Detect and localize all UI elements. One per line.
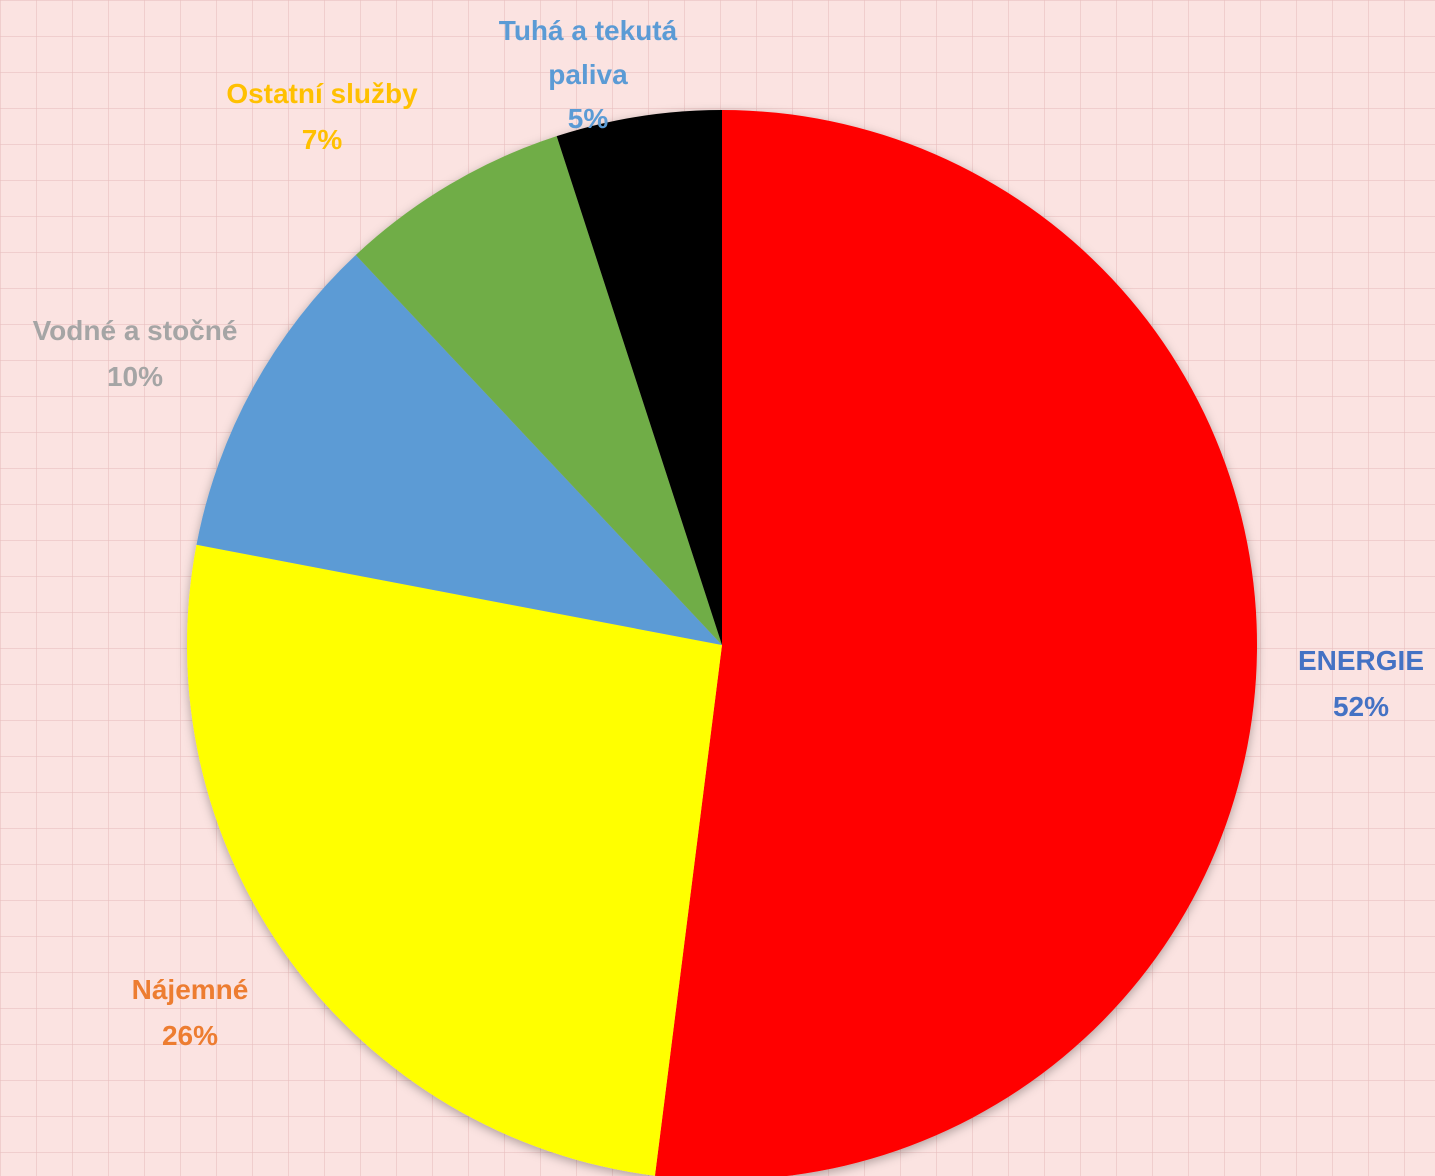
data-label-najemne: Nájemné 26% — [132, 967, 249, 1059]
slice-percent-ostatni-sluzby: 7% — [301, 124, 343, 155]
data-label-tuha-a-tekuta-paliva: Tuhá a tekutá paliva 5% — [499, 9, 677, 141]
slice-name-tuha-a-tekuta-paliva-line1: Tuhá a tekutá — [498, 15, 678, 46]
slice-percent-tuha-a-tekuta-paliva: 5% — [567, 103, 609, 134]
slice-name-ostatni-sluzby: Ostatní služby — [226, 78, 418, 109]
data-label-energie: ENERGIE 52% — [1298, 638, 1424, 730]
slice-name-energie: ENERGIE — [1297, 645, 1425, 676]
data-label-ostatni-sluzby: Ostatní služby 7% — [226, 71, 417, 163]
pie-slice-energie — [654, 110, 1257, 1176]
pie-slice-tuha-a-tekuta-paliva — [556, 110, 722, 645]
pie-slice-ostatni-sluzby — [355, 136, 722, 645]
data-label-vodne-a-stocne: Vodné a stočné 10% — [33, 308, 238, 400]
slice-percent-energie: 52% — [1332, 691, 1390, 722]
pie-slice-vodne-a-stocne — [196, 255, 723, 645]
slice-name-najemne: Nájemné — [131, 974, 249, 1005]
slice-name-vodne-a-stocne: Vodné a stočné — [32, 315, 238, 346]
pie-slice-najemne — [187, 544, 723, 1176]
slice-percent-najemne: 26% — [161, 1020, 219, 1051]
slice-percent-vodne-a-stocne: 10% — [106, 361, 164, 392]
slice-name-tuha-a-tekuta-paliva-line2: paliva — [548, 59, 628, 90]
